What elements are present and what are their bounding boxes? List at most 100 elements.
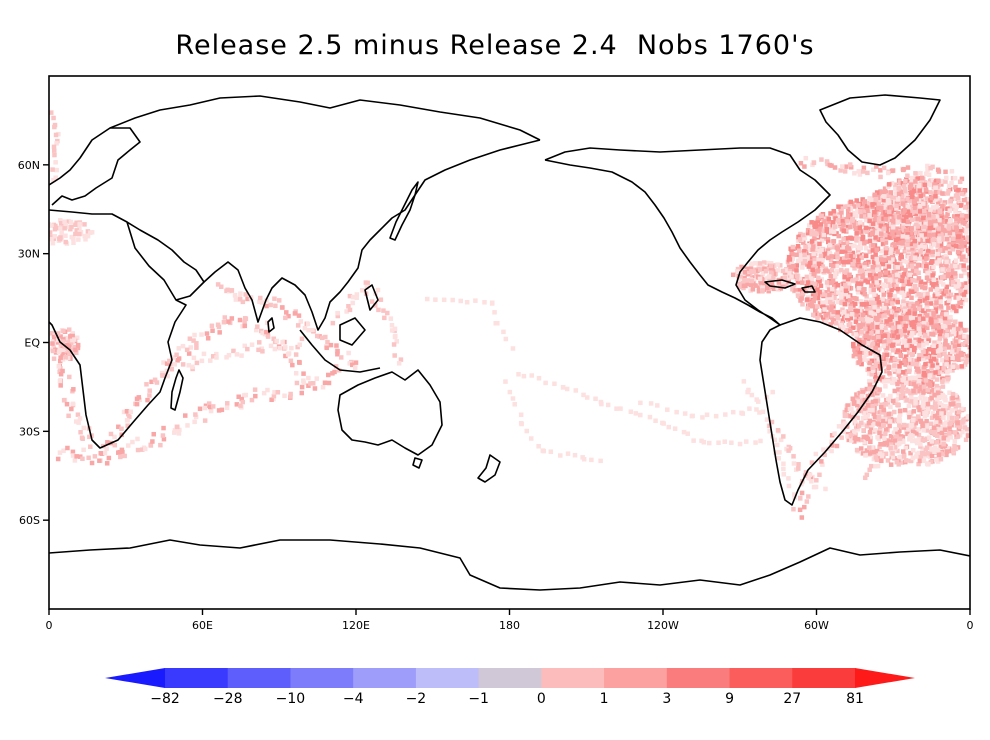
obs-cell: [873, 455, 879, 460]
obs-cell: [867, 200, 872, 206]
obs-cell: [945, 271, 951, 276]
obs-cell: [965, 354, 970, 359]
obs-cell: [856, 423, 862, 429]
obs-cell: [879, 458, 884, 464]
obs-cell: [927, 383, 933, 388]
obs-cell: [863, 333, 868, 339]
obs-cell: [255, 324, 260, 329]
obs-cell: [271, 336, 276, 342]
obs-cell: [957, 342, 962, 348]
obs-cell: [953, 284, 959, 289]
obs-cell: [118, 454, 123, 460]
obs-cell: [106, 455, 112, 461]
obs-cell: [897, 324, 902, 329]
obs-cell: [182, 413, 188, 418]
obs-cell: [863, 214, 868, 219]
obs-cell: [53, 223, 58, 229]
obs-cell: [954, 216, 959, 222]
obs-cell: [819, 459, 824, 464]
obs-cell: [88, 444, 93, 449]
obs-cell: [961, 292, 967, 297]
obs-cell: [289, 345, 294, 351]
obs-cell: [49, 230, 53, 235]
obs-cell: [898, 352, 904, 358]
obs-cell: [916, 356, 922, 362]
obs-cell: [909, 438, 915, 444]
obs-cell: [61, 337, 66, 342]
obs-cell: [879, 254, 884, 260]
obs-cell: [881, 165, 887, 171]
obs-cell: [878, 174, 883, 180]
obs-cell: [335, 349, 340, 354]
obs-cell: [812, 295, 818, 301]
obs-cell: [848, 286, 854, 291]
obs-cell: [757, 276, 763, 282]
obs-cell: [953, 295, 958, 300]
coastline-madagascar: [170, 369, 184, 411]
obs-cell: [928, 358, 934, 364]
obs-cell: [219, 407, 225, 413]
obs-cell: [755, 268, 760, 273]
y-tick-label: EQ: [24, 337, 40, 350]
obs-cell: [830, 263, 836, 269]
obs-cell: [929, 453, 935, 459]
obs-cell: [958, 321, 963, 327]
obs-cell: [897, 415, 902, 420]
obs-cell: [760, 288, 765, 293]
obs-cell: [832, 431, 837, 436]
obs-cell: [895, 210, 901, 216]
obs-cell: [866, 408, 871, 413]
obs-cell: [943, 254, 949, 259]
obs-cell: [943, 354, 949, 360]
obs-cell: [940, 315, 945, 321]
obs-cell: [148, 442, 153, 448]
obs-cell: [835, 255, 840, 260]
obs-cell: [798, 495, 803, 501]
obs-cell: [885, 299, 891, 304]
obs-cell: [904, 214, 909, 220]
obs-cell: [870, 248, 876, 253]
obs-cell: [870, 275, 876, 281]
obs-cell: [911, 188, 917, 194]
obs-cell: [40, 236, 45, 241]
obs-cell: [548, 449, 554, 454]
obs-cell: [297, 360, 302, 365]
obs-cell: [932, 401, 938, 406]
obs-cell: [895, 396, 901, 402]
obs-cell: [312, 386, 318, 391]
obs-cell: [872, 308, 877, 314]
obs-cell: [821, 228, 827, 233]
obs-cell: [929, 439, 935, 444]
obs-cell: [796, 466, 801, 471]
obs-cell: [947, 425, 952, 430]
obs-cell: [77, 221, 82, 227]
obs-cell: [817, 241, 822, 247]
obs-cell: [921, 320, 927, 325]
obs-cell: [942, 224, 947, 229]
obs-cell: [947, 230, 953, 236]
obs-cell: [957, 224, 963, 230]
obs-cell: [392, 334, 398, 340]
obs-cell: [97, 458, 102, 463]
obs-cell: [389, 328, 395, 333]
obs-cell: [916, 326, 922, 332]
obs-cell: [225, 401, 230, 406]
obs-cell: [194, 341, 199, 346]
obs-cell: [903, 323, 908, 329]
obs-cell: [194, 360, 200, 366]
obs-cell: [751, 281, 756, 286]
obs-cell: [873, 300, 878, 306]
obs-cell: [922, 413, 928, 419]
obs-cell: [749, 278, 755, 284]
obs-cell: [184, 347, 190, 353]
obs-cell: [112, 442, 118, 448]
obs-cell: [818, 283, 824, 289]
obs-cell: [952, 439, 958, 444]
obs-cell: [802, 249, 807, 254]
obs-cell: [897, 376, 903, 382]
obs-cell: [952, 327, 957, 332]
obs-cell: [901, 258, 906, 264]
obs-cell: [857, 251, 862, 257]
obs-cell: [867, 238, 873, 244]
obs-cell: [536, 444, 541, 449]
